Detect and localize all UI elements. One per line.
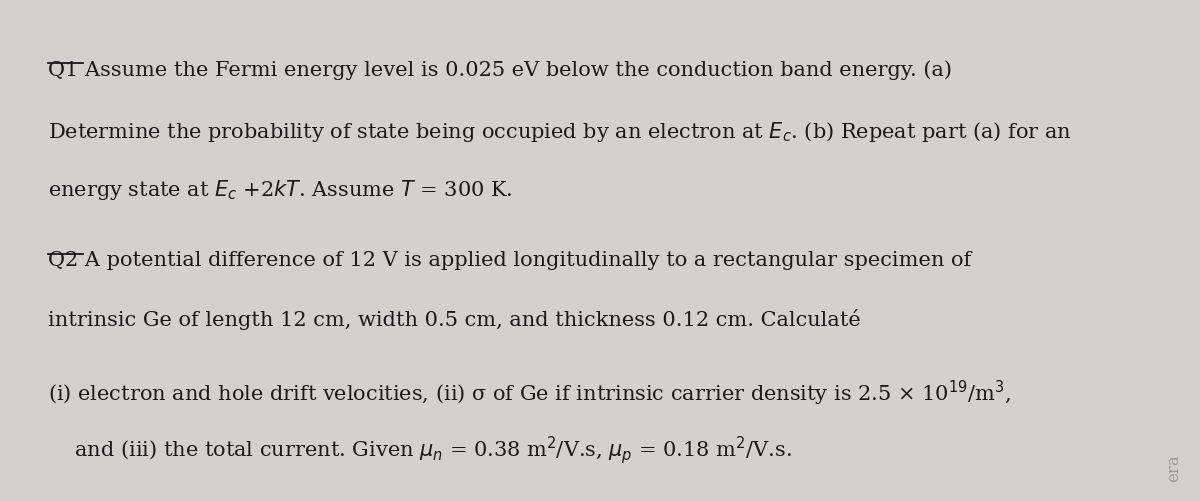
Text: (i) electron and hole drift velocities, (ii) σ of Ge if intrinsic carrier densit: (i) electron and hole drift velocities, … [48,378,1010,407]
Text: Q1 Assume the Fermi energy level is 0.025 eV below the conduction band energy. (: Q1 Assume the Fermi energy level is 0.02… [48,60,952,80]
Text: intrinsic Ge of length 12 cm, width 0.5 cm, and thickness 0.12 cm. Calculaté: intrinsic Ge of length 12 cm, width 0.5 … [48,308,860,329]
Text: energy state at $E_c$ +2$kT$. Assume $T$ = 300 K.: energy state at $E_c$ +2$kT$. Assume $T$… [48,178,512,202]
Text: and (iii) the total current. Given $\mu_n$ = 0.38 m$^2$/V.s, $\mu_p$ = 0.18 m$^2: and (iii) the total current. Given $\mu_… [48,433,792,465]
Text: era: era [1165,453,1182,481]
Text: Determine the probability of state being occupied by an electron at $E_c$. (b) R: Determine the probability of state being… [48,120,1072,144]
Text: Q2 A potential difference of 12 V is applied longitudinally to a rectangular spe: Q2 A potential difference of 12 V is app… [48,250,971,270]
